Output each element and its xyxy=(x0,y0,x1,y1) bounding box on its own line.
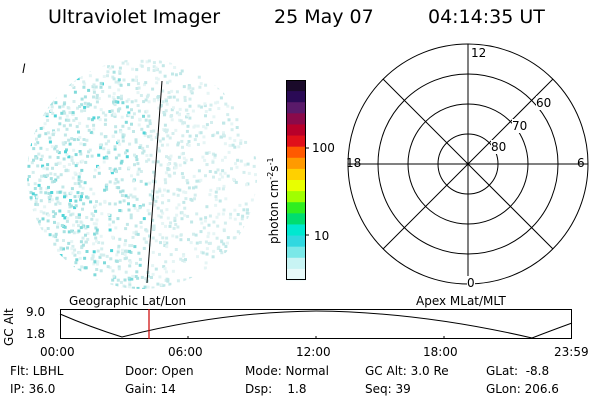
altitude-axis-label: GC Alt xyxy=(2,308,16,346)
lat-label-80: 80 xyxy=(491,140,507,154)
x-tick-2359: 23:59 xyxy=(554,345,589,359)
geographic-title: Geographic Lat/Lon xyxy=(69,294,187,308)
altitude-curve xyxy=(59,310,573,339)
mlt-label-6: 6 xyxy=(577,156,585,170)
info-glon: GLon: 206.6 xyxy=(486,382,559,396)
colorbar-tick-100: 100 xyxy=(312,141,335,155)
lat-label-60: 60 xyxy=(536,96,552,110)
mlt-label-18: 18 xyxy=(346,156,362,170)
info-seq: Seq: 39 xyxy=(365,382,411,396)
x-tick-0000: 00:00 xyxy=(40,345,75,359)
mlt-label-0: 0 xyxy=(467,276,475,290)
alt-tick-9: 9.0 xyxy=(26,305,46,319)
colorbar xyxy=(286,80,309,281)
info-gain: Gain: 14 xyxy=(125,382,176,396)
x-tick-0600: 06:00 xyxy=(168,345,203,359)
alt-tick-1-8: 1.8 xyxy=(26,327,46,341)
polar-plot xyxy=(347,43,589,285)
mlt-label-12: 12 xyxy=(471,46,487,60)
info-ip: IP: 36.0 xyxy=(10,382,56,396)
info-glat: GLat: -8.8 xyxy=(486,364,550,378)
x-tick-1200: 12:00 xyxy=(296,345,331,359)
colorbar-tick-10: 10 xyxy=(314,229,330,243)
altitude-plot xyxy=(59,309,573,339)
uv-image-disk xyxy=(27,59,257,289)
time-label: 04:14:35 UT xyxy=(428,6,545,28)
apex-title: Apex MLat/MLT xyxy=(416,294,506,308)
instrument-title: Ultraviolet Imager xyxy=(48,6,221,28)
corner-mark: l xyxy=(22,62,26,76)
lat-label-70: 70 xyxy=(512,119,528,133)
info-filter: Flt: LBHL xyxy=(10,364,64,378)
info-gc-alt: GC Alt: 3.0 Re xyxy=(365,364,449,378)
terminator-line xyxy=(146,80,163,284)
date-label: 25 May 07 xyxy=(274,6,374,28)
diag-2 xyxy=(382,78,554,250)
info-dsp: Dsp: 1.8 xyxy=(245,382,307,396)
info-mode: Mode: Normal xyxy=(245,364,329,378)
x-tick-1800: 18:00 xyxy=(423,345,458,359)
colorbar-label: photon cm-2s-1 xyxy=(266,157,281,244)
info-door: Door: Open xyxy=(125,364,194,378)
